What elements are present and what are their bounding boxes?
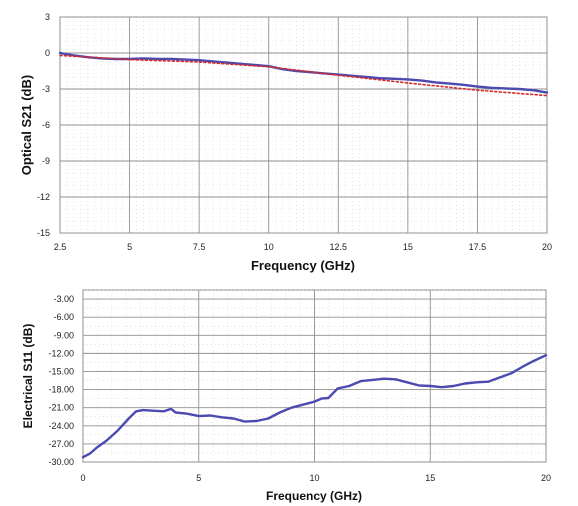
x-tick-label: 5 [196, 473, 201, 483]
y-tick-label: -9 [42, 156, 50, 166]
x-tick-label: 15 [425, 473, 435, 483]
x-tick-label: 20 [541, 473, 551, 483]
y-tick-label: -15 [37, 228, 50, 238]
x-tick-label: 0 [80, 473, 85, 483]
y-axis-title: Optical S21 (dB) [19, 75, 34, 175]
y-tick-label: 0 [45, 48, 50, 58]
y-tick-label: -30.00 [48, 457, 74, 467]
x-tick-label: 20 [542, 242, 552, 252]
y-tick-label: -12 [37, 192, 50, 202]
y-tick-label: -6 [42, 120, 50, 130]
x-tick-label: 15 [403, 242, 413, 252]
series-1 [81, 354, 548, 459]
y-tick-label: -15.00 [48, 366, 74, 376]
y-axis-title: Electrical S11 (dB) [21, 324, 35, 429]
x-tick-label: 10 [309, 473, 319, 483]
x-axis-title: Frequency (GHz) [266, 489, 362, 503]
chart-2: 0 5 10 15 20 -3.00 -6.00 -9.00 -12.00 -15.00 -18.0… [21, 289, 551, 503]
x-tick-label: 5 [127, 242, 132, 252]
y-tick-label: -12.00 [48, 348, 74, 358]
major-gridlines [59, 16, 548, 234]
y-tick-label: -18.00 [48, 385, 74, 395]
y-tick-label: -3.00 [53, 294, 74, 304]
major-gridlines [82, 290, 547, 463]
x-tick-label: 7.5 [193, 242, 206, 252]
x-tick-label: 2.5 [54, 242, 67, 252]
y-tick-label: -21.00 [48, 403, 74, 413]
x-tick-label: 10 [264, 242, 274, 252]
series-2 [59, 54, 548, 97]
x-tick-label: 12.5 [330, 242, 348, 252]
x-tick-label: 17.5 [469, 242, 487, 252]
y-tick-label: 3 [45, 12, 50, 22]
minor-gridlines [83, 289, 546, 462]
series-line [59, 54, 548, 97]
y-tick-label: -6.00 [53, 312, 74, 322]
y-tick-label: -24.00 [48, 421, 74, 431]
series-line [81, 354, 548, 459]
y-tick-label: -27.00 [48, 439, 74, 449]
y-tick-label: -3 [42, 84, 50, 94]
x-axis-title: Frequency (GHz) [251, 258, 355, 273]
chart-1: 2.5 5 7.5 10 12.5 15 17.5 20 3 0 -3 -6 -9 -12 -15 Frequ… [19, 12, 552, 273]
y-tick-label: -9.00 [53, 330, 74, 340]
